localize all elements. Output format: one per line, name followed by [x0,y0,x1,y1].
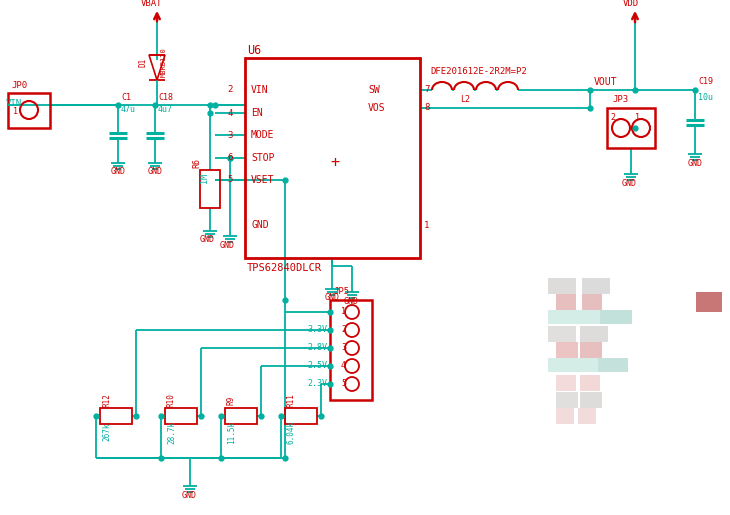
Text: VBAT: VBAT [141,0,163,8]
Text: 3: 3 [341,344,346,352]
Text: VSET: VSET [251,175,274,185]
Text: 2: 2 [227,85,232,94]
Text: R12: R12 [102,393,111,407]
Text: GND: GND [622,179,637,187]
Text: 2: 2 [610,113,615,123]
Bar [330,300,372,400]
Bar [548,358,598,372]
Text: 2.5V: 2.5V [307,362,327,370]
Text: 1M: 1M [200,173,209,183]
Text: MBRB120: MBRB120 [161,47,167,77]
Text: VIN: VIN [6,98,22,108]
Bar [582,294,602,310]
Text: C19: C19 [698,77,713,87]
Text: R9: R9 [227,396,236,405]
Bar [548,278,576,294]
Text: 2: 2 [341,325,346,335]
Text: 7: 7 [424,85,429,94]
Text: 3: 3 [227,130,232,140]
Text: 4: 4 [227,109,232,117]
Text: VIN: VIN [251,85,269,95]
Text: 47u: 47u [121,106,136,114]
Bar [100,408,132,424]
Text: EN: EN [251,108,263,118]
Text: R6: R6 [192,158,201,168]
Text: GND: GND [200,235,215,245]
Text: JP5: JP5 [333,287,349,297]
Bar [582,278,610,294]
Bar [548,326,576,342]
Text: 3.3V: 3.3V [307,325,327,335]
Bar [598,358,628,372]
Text: VOS: VOS [368,103,385,113]
Text: VDD: VDD [623,0,639,8]
Text: C18: C18 [158,93,173,101]
Text: R10: R10 [167,393,176,407]
Text: TPS62840DLCR: TPS62840DLCR [247,263,322,273]
Bar [580,342,602,358]
Text: GND: GND [111,167,126,177]
Bar [578,408,596,424]
Bar [285,408,317,424]
Text: 1: 1 [424,220,429,230]
Bar [8,93,50,128]
Bar [245,58,420,258]
Bar [556,375,576,391]
Bar [696,292,722,312]
Text: 4: 4 [341,362,346,370]
Text: GND: GND [182,490,197,500]
Text: GND: GND [325,294,340,302]
Text: DFE201612E-2R2M=P2: DFE201612E-2R2M=P2 [430,67,527,77]
Text: GND: GND [148,167,163,177]
Text: 28.7k: 28.7k [167,420,176,443]
Text: GND: GND [220,241,235,249]
Text: JP0: JP0 [11,81,27,91]
Bar [580,392,602,408]
Text: 1: 1 [341,307,346,317]
Text: +: + [330,156,339,170]
Text: C1: C1 [121,93,131,101]
Text: 5: 5 [341,380,346,388]
Bar [200,170,220,208]
Text: 1: 1 [13,107,18,115]
Bar [225,408,257,424]
Text: GND: GND [688,159,703,167]
Text: MODE: MODE [251,130,274,140]
Text: 5: 5 [227,176,232,184]
Text: 10u: 10u [698,94,713,102]
Bar [607,108,655,148]
Text: GND: GND [251,220,269,230]
Text: 267k: 267k [102,423,111,441]
Bar [580,375,600,391]
Text: STOP: STOP [251,153,274,163]
Text: 4u7: 4u7 [158,106,173,114]
Text: 6: 6 [227,153,232,163]
Text: R11: R11 [287,393,296,407]
Text: VOUT: VOUT [594,77,618,87]
Bar [548,310,600,324]
Text: U6: U6 [247,43,261,57]
Bar [600,310,632,324]
Text: JP3: JP3 [612,95,628,105]
Text: L2: L2 [460,95,470,105]
Bar [165,408,197,424]
Bar [580,326,608,342]
Bar [556,294,576,310]
Bar [556,408,574,424]
Text: 6.04k: 6.04k [287,420,296,443]
Bar [556,392,578,408]
Text: 2.8V: 2.8V [307,344,327,352]
Text: 8: 8 [424,104,429,112]
Text: D1: D1 [139,57,148,66]
Bar [556,342,578,358]
Text: 1: 1 [635,113,640,123]
Text: 2.3V: 2.3V [307,380,327,388]
Text: GND: GND [344,297,359,305]
Text: SW: SW [368,85,380,95]
Text: 11.5k: 11.5k [227,420,236,443]
